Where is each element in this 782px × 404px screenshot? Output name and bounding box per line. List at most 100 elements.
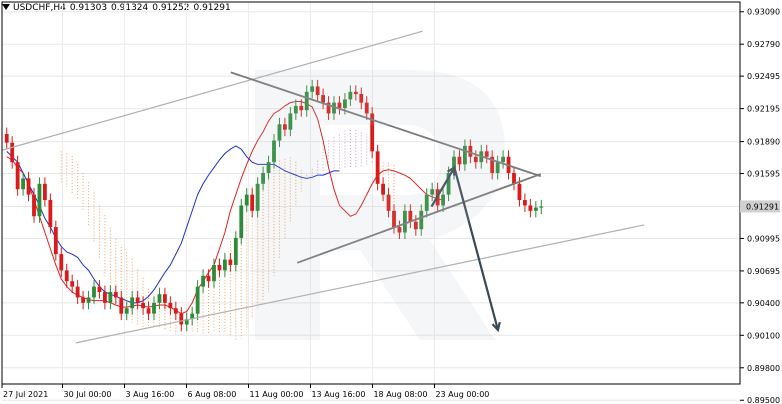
channel-lower-line — [75, 224, 645, 344]
candle-body — [272, 140, 276, 163]
symbol-timeframe: USDCHF,H4 — [13, 3, 66, 13]
candle-body — [64, 270, 69, 282]
y-tick-label: 0.90100 — [747, 331, 780, 340]
y-tick-label: 0.89500 — [747, 396, 780, 404]
candle-body — [430, 189, 435, 195]
candle-body — [473, 156, 478, 163]
chart-header: USDCHF,H4 0.91303 0.91324 0.91252 0.91291 — [2, 3, 235, 13]
candle-body — [92, 286, 96, 298]
x-tick-label: 11 Aug 00:00 — [249, 390, 303, 399]
candle-body — [59, 254, 64, 271]
candle-body — [168, 302, 173, 309]
candle-body — [250, 194, 255, 211]
triangle-upper-line — [230, 71, 542, 178]
candle-body — [48, 200, 53, 228]
candle-body — [528, 205, 533, 211]
candle-body — [195, 286, 200, 314]
candle-body — [463, 145, 467, 165]
kijun-line — [6, 145, 340, 304]
candle-body — [375, 151, 380, 184]
y-tick-label: 0.90695 — [747, 267, 780, 276]
candle-body — [337, 102, 342, 109]
candle-body — [223, 259, 227, 271]
grid — [1, 2, 740, 401]
candle-body — [277, 124, 282, 141]
candle-body — [413, 221, 418, 230]
candle-body — [15, 162, 20, 190]
candle-body — [501, 156, 505, 163]
candle-body — [495, 162, 500, 173]
candle-body — [119, 297, 124, 314]
candle-body — [452, 156, 456, 173]
x-tick-label: 30 Jul 00:00 — [64, 390, 112, 399]
candle-body — [348, 91, 353, 100]
x-tick-label: 3 Aug 16:00 — [126, 390, 175, 399]
candle-body — [533, 207, 538, 211]
candle-body — [163, 294, 167, 303]
candle-body — [468, 145, 473, 157]
arrow-up-head-icon — [446, 165, 456, 176]
candle-body — [201, 275, 205, 287]
candle-body — [212, 264, 216, 282]
candle-body — [370, 113, 375, 152]
trend-drawings — [1, 30, 645, 344]
candle-body — [53, 227, 58, 255]
candle-body — [484, 151, 489, 157]
candle-body — [37, 183, 42, 217]
candle-body — [21, 178, 25, 190]
candle-body — [173, 308, 178, 314]
candle-body — [315, 86, 320, 96]
candle-body — [135, 297, 140, 303]
ohlc-open: 0.91303 — [69, 3, 108, 13]
candle-body — [364, 102, 369, 114]
candle-body — [304, 91, 309, 111]
candles — [4, 79, 544, 331]
candle-body — [457, 156, 462, 165]
candle-body — [403, 210, 407, 233]
x-tick-label: 27 Jul 2021 — [3, 390, 48, 399]
plot-frame — [1, 1, 741, 385]
candle-body — [124, 308, 129, 314]
candle-body — [517, 183, 522, 201]
candle-body — [190, 313, 195, 320]
candle-body — [70, 281, 75, 287]
price-tag-label: 0.91291 — [746, 202, 779, 211]
y-tick-label: 0.92790 — [747, 40, 780, 49]
candle-body — [81, 297, 85, 303]
candle-body — [332, 102, 336, 114]
x-tick-label: 18 Aug 08:00 — [373, 390, 427, 399]
candle-body — [310, 86, 315, 92]
candle-body — [179, 313, 184, 325]
price-tag — [740, 200, 780, 213]
candle-body — [233, 237, 238, 265]
logo-watermark-icon — [255, 70, 505, 340]
arrow-down-head-icon — [491, 321, 501, 333]
candle-body — [283, 124, 287, 130]
candle-body — [293, 105, 298, 114]
candle-body — [75, 286, 80, 298]
candle-body — [408, 210, 413, 222]
candle-body — [146, 308, 151, 314]
y-tick-label: 0.90995 — [747, 234, 780, 243]
candle-body — [43, 183, 47, 201]
candle-body — [299, 105, 304, 111]
candle-body — [217, 264, 222, 271]
watermark-logo — [255, 70, 505, 340]
candle-body — [97, 286, 102, 293]
candle-body — [523, 200, 527, 206]
y-tick-label: 0.93090 — [747, 8, 780, 17]
candle-body — [397, 227, 402, 233]
candle-body — [157, 294, 162, 303]
y-tick-label: 0.89800 — [747, 364, 780, 373]
candle-body — [103, 292, 107, 303]
triangle-lower-line — [296, 173, 542, 264]
candle-body — [255, 183, 260, 211]
ohlc-low: 0.91252 — [152, 3, 190, 13]
candle-body — [512, 172, 516, 184]
x-tick-label: 13 Aug 16:00 — [311, 390, 365, 399]
candle-body — [266, 162, 271, 173]
dropdown-triangle-icon[interactable] — [2, 4, 10, 10]
candle-body — [326, 102, 331, 114]
